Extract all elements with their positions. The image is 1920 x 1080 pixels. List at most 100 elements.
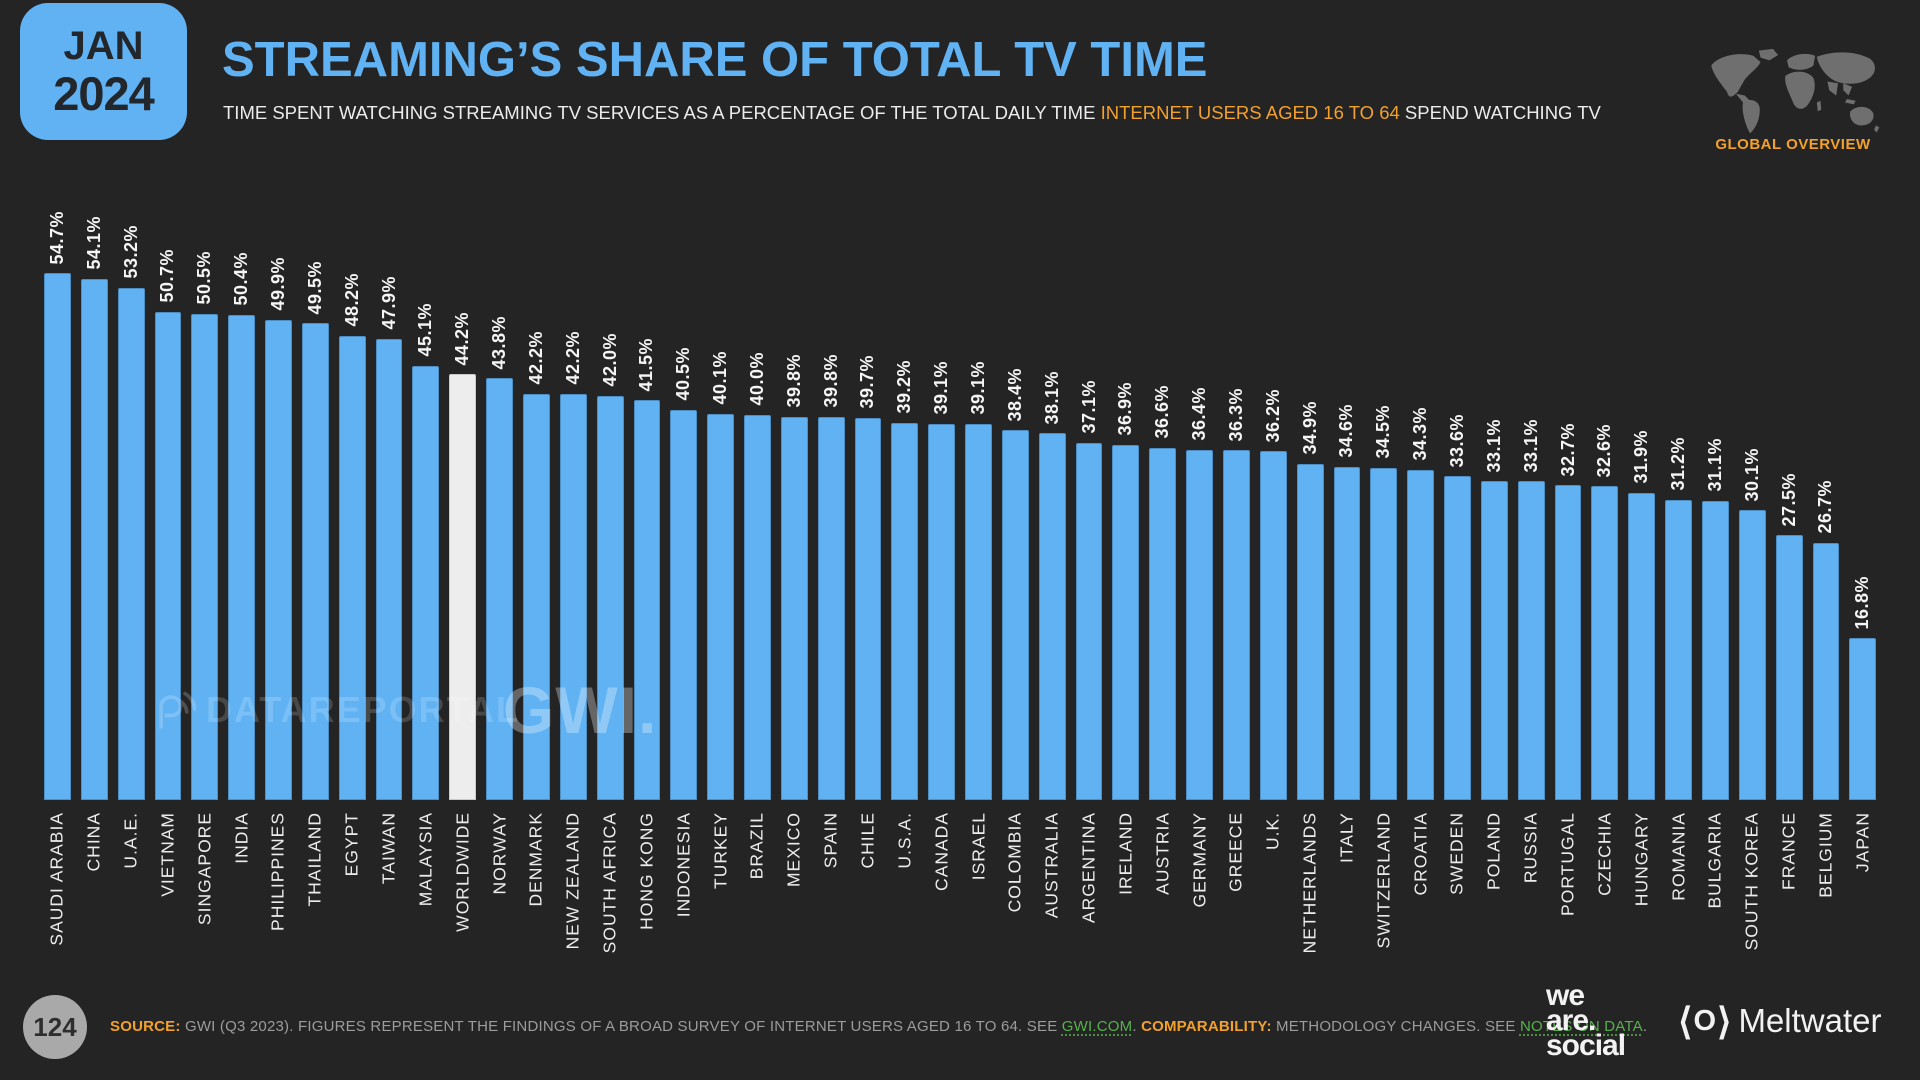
country-label: TURKEY	[710, 812, 731, 889]
bar	[707, 413, 735, 800]
chart-column: 34.6% ITALY	[1333, 160, 1361, 863]
country-label: RUSSIA	[1520, 812, 1541, 884]
chart-column: 40.5% INDONESIA	[670, 160, 698, 917]
bar	[854, 417, 882, 800]
date-badge-year: 2024	[53, 67, 155, 120]
bar-value-label: 53.2%	[120, 225, 141, 279]
country-label: CHINA	[83, 812, 104, 872]
country-label: BULGARIA	[1704, 812, 1725, 909]
chart-column: 34.3% CROATIA	[1407, 160, 1435, 896]
bar	[117, 287, 145, 800]
country-label: AUSTRALIA	[1041, 812, 1062, 919]
source-link-notes[interactable]: NOTES ON DATA	[1519, 1018, 1643, 1035]
country-label: HONG KONG	[636, 812, 657, 930]
bar-value-label: 48.2%	[341, 273, 362, 327]
country-label: CZECHIA	[1594, 812, 1615, 896]
chart-column: 39.8% MEXICO	[780, 160, 808, 887]
bar-value-label: 39.2%	[894, 359, 915, 414]
bar-value-label: 36.6%	[1152, 384, 1173, 439]
bar-value-label: 34.3%	[1410, 407, 1431, 461]
chart-column: 43.8% NORWAY	[486, 160, 513, 895]
bar-value-label: 36.2%	[1262, 388, 1283, 443]
bar	[1591, 486, 1619, 800]
country-label: INDONESIA	[673, 812, 694, 918]
bar-value-label: 32.6%	[1594, 423, 1615, 478]
bar-value-label: 47.9%	[378, 276, 399, 330]
chart-column: 42.2% NEW ZEALAND	[559, 160, 587, 949]
bar	[1701, 500, 1729, 800]
country-label: COLOMBIA	[1004, 812, 1025, 913]
page-title: STREAMING’S SHARE OF TOTAL TV TIME	[222, 33, 1208, 87]
country-label: SPAIN	[820, 812, 841, 869]
country-label: TAIWAN	[378, 812, 399, 885]
chart-column: 44.2% WORLDWIDE	[449, 160, 477, 932]
bar-value-label: 36.9%	[1115, 382, 1136, 436]
global-overview-label: GLOBAL OVERVIEW	[1715, 136, 1871, 153]
bar-value-label: 31.9%	[1631, 430, 1652, 484]
meltwater-logo: ⟨ O ⟩ Meltwater	[1678, 1002, 1881, 1040]
source-note: SOURCE: GWI (Q3 2023). FIGURES REPRESENT…	[110, 1018, 1647, 1035]
chart-column: 39.8% SPAIN	[817, 160, 845, 868]
bar-value-label: 40.1%	[710, 351, 731, 405]
chart-column: 33.1% RUSSIA	[1517, 160, 1545, 883]
chart-column: 42.0% SOUTH AFRICA	[596, 160, 624, 953]
country-label: MALAYSIA	[415, 812, 436, 907]
country-label: U.S.A.	[894, 812, 915, 869]
bar-value-label: 36.3%	[1225, 387, 1246, 442]
country-label: NEW ZEALAND	[562, 812, 583, 950]
bar	[1186, 449, 1213, 800]
bar	[780, 416, 808, 800]
bar-value-label: 33.1%	[1520, 418, 1541, 473]
chart-column: 36.2% U.K.	[1259, 160, 1287, 850]
bar-value-label: 33.6%	[1446, 413, 1467, 468]
world-map-icon	[1703, 48, 1885, 136]
bar-value-label: 34.9%	[1299, 401, 1320, 455]
we-are-social-line: are.	[1546, 1003, 1596, 1037]
bar-value-label: 31.2%	[1668, 436, 1689, 491]
chart-column: 33.1% POLAND	[1480, 160, 1508, 890]
chart-column: 53.2% U.A.E.	[117, 160, 145, 869]
chart-column: 30.1% SOUTH KOREA	[1738, 160, 1766, 950]
country-label: SOUTH KOREA	[1741, 812, 1762, 951]
bar-value-label: 33.1%	[1483, 418, 1504, 473]
country-label: EGYPT	[341, 812, 362, 877]
meltwater-o: O	[1693, 1004, 1716, 1037]
country-label: FRANCE	[1778, 812, 1799, 890]
chart-column: 32.7% PORTUGAL	[1554, 160, 1582, 916]
bar-value-label: 39.8%	[783, 354, 804, 408]
bar-value-label: 34.5%	[1373, 405, 1394, 459]
bar	[1296, 463, 1324, 800]
bar	[44, 273, 71, 800]
bar	[154, 311, 182, 800]
bar-value-label: 42.2%	[562, 331, 583, 385]
we-are-social-logo: we are. social	[1546, 981, 1626, 1062]
source-label: SOURCE:	[110, 1018, 181, 1035]
country-label: SWEDEN	[1446, 812, 1467, 895]
bar	[301, 323, 329, 800]
we-are-social-line: social	[1546, 1028, 1626, 1062]
country-label: PHILIPPINES	[267, 812, 288, 931]
country-label: WORLDWIDE	[452, 812, 473, 932]
bar-value-label: 42.0%	[599, 332, 620, 387]
chart-column: 48.2% EGYPT	[338, 160, 366, 876]
bar	[1038, 433, 1066, 800]
country-label: POLAND	[1483, 812, 1504, 890]
bar-value-label: 30.1%	[1741, 447, 1762, 502]
bar	[265, 319, 292, 800]
chart-column: 26.7% BELGIUM	[1812, 160, 1840, 898]
bar	[1370, 467, 1398, 800]
bar	[817, 416, 845, 800]
chart-column: 50.7% VIETNAM	[154, 160, 182, 897]
chart-column: 34.5% SWITZERLAND	[1370, 160, 1398, 948]
source-link-gwi[interactable]: GWI.COM	[1061, 1018, 1133, 1035]
bar	[891, 422, 919, 800]
chart-column: 31.9% HUNGARY	[1628, 160, 1656, 906]
bar	[1149, 447, 1177, 800]
chart-column: 36.3% GREECE	[1223, 160, 1250, 892]
meltwater-bracket-right: ⟩	[1717, 1000, 1732, 1042]
meltwater-bracket-left: ⟨	[1678, 1000, 1693, 1042]
bar	[744, 414, 771, 800]
bar	[1480, 481, 1508, 800]
country-label: CHILE	[857, 812, 878, 869]
bar	[1849, 638, 1877, 800]
